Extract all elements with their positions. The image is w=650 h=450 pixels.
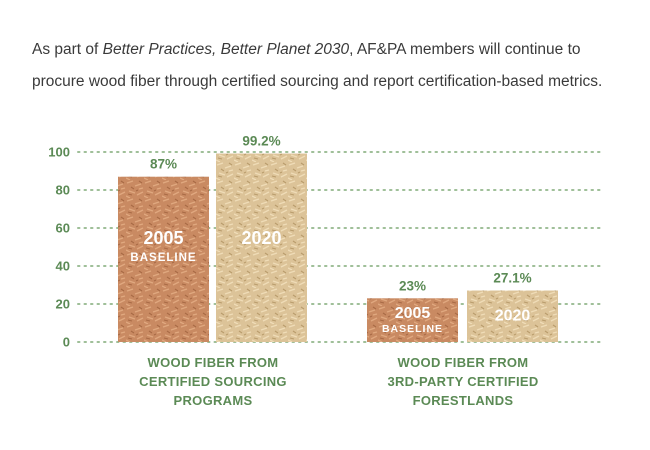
category-label-1-line-1: WOOD FIBER FROM: [148, 355, 279, 370]
y-tick-label-20: 20: [56, 297, 70, 312]
value-label-2020-2: 27.1%: [493, 271, 531, 286]
category-label-1-line-2: CERTIFIED SOURCING: [139, 374, 287, 389]
category-label-1-line-3: PROGRAMS: [174, 393, 253, 408]
y-tick-label-0: 0: [63, 335, 70, 350]
bar-year-label-2020-2: 2020: [495, 307, 531, 324]
value-label-2005-2: 23%: [399, 278, 426, 293]
bar-2005-1: [118, 176, 209, 342]
intro-program-name: Better Practices, Better Planet 2030: [102, 41, 350, 58]
intro-part-1: As part of: [32, 41, 103, 58]
bar-2005-2: [367, 298, 458, 342]
y-tick-label-60: 60: [56, 221, 70, 236]
intro-text: As part of Better Practices, Better Plan…: [32, 34, 632, 98]
bar-2020-1: [216, 153, 307, 342]
y-tick-label-40: 40: [56, 259, 70, 274]
y-tick-label-100: 100: [48, 145, 70, 160]
category-label-2-line-3: FORESTLANDS: [413, 393, 514, 408]
y-tick-label-80: 80: [56, 183, 70, 198]
value-label-2020-1: 99.2%: [242, 134, 280, 149]
category-label-2-line-1: WOOD FIBER FROM: [398, 355, 529, 370]
intro-part-2: , AF&PA members will continue to procure…: [32, 41, 603, 90]
bar-year-label-2020-1: 2020: [241, 228, 281, 248]
value-label-2005-1: 87%: [150, 157, 177, 172]
bar-year-label-2005-2: 2005: [395, 305, 431, 322]
bar-2020-2: [467, 290, 558, 342]
bar-year-label-2005-1: 2005: [143, 228, 183, 248]
bar-sublabel-2005-1: BASELINE: [130, 252, 196, 264]
category-label-2-line-2: 3RD-PARTY CERTIFIED: [387, 374, 538, 389]
bar-sublabel-2005-2: BASELINE: [382, 323, 443, 335]
